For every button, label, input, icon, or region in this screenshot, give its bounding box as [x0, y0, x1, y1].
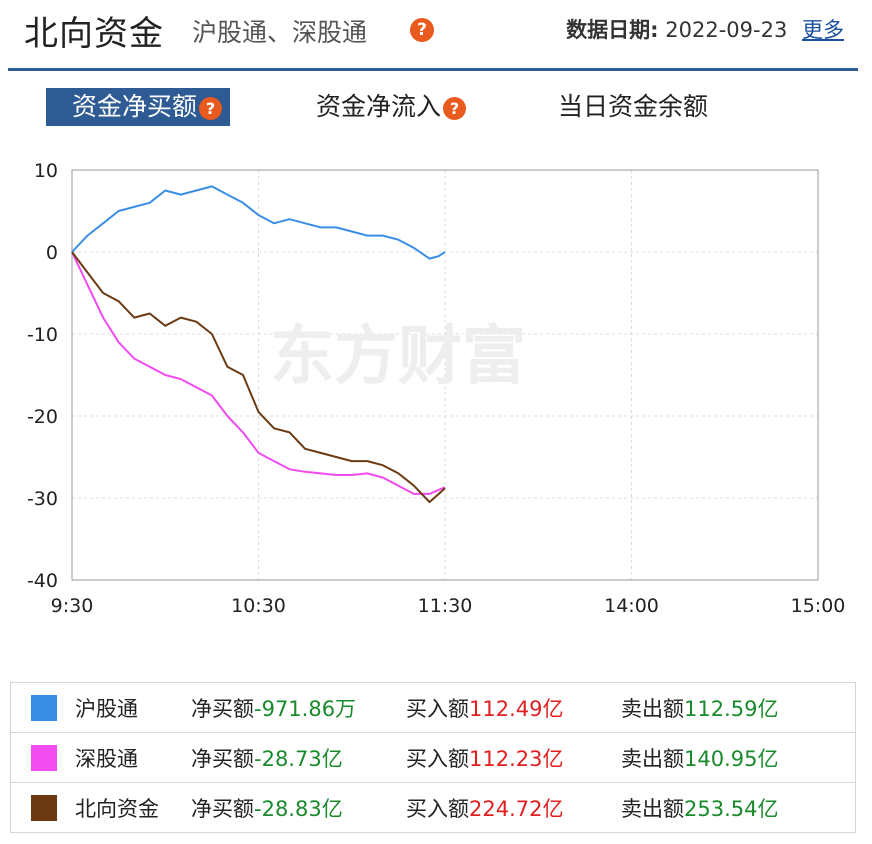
series-line — [71, 251, 446, 495]
legend-row: 沪股通 净买额-971.86万 买入额112.49亿 卖出额112.59亿 — [11, 683, 856, 733]
legend-swatch — [31, 794, 57, 821]
net-buy-chart: 东方财富 100-10-20-30-409:30 10:30 11:30 14:00 1… — [27, 160, 845, 617]
page-title: 北向资金 — [24, 14, 164, 54]
tab-net-buy[interactable]: 资金净买额? — [46, 88, 231, 126]
buy-label: 买入额 — [406, 746, 469, 771]
net-buy-label: 净买额 — [191, 796, 254, 821]
buy-label: 买入额 — [406, 796, 469, 821]
chart-series — [71, 185, 446, 504]
x-tick-label: 10:30 — [231, 595, 286, 617]
header-divider — [8, 68, 858, 71]
tab-bar: 资金净买额? 资金净流入? 当日资金余额 — [0, 88, 872, 128]
buy-label: 买入额 — [406, 696, 469, 721]
legend-table: 沪股通 净买额-971.86万 买入额112.49亿 卖出额112.59亿 深股通 净买额… — [10, 682, 856, 833]
question-icon[interactable]: ? — [443, 96, 467, 120]
legend-series-name: 北向资金 — [75, 796, 159, 821]
legend-sell: 卖出额112.59亿 — [621, 683, 856, 733]
page-subtitle: 沪股通、深股通 — [192, 18, 368, 47]
tab-net-inflow[interactable]: 资金净流入? — [316, 88, 467, 126]
net-buy-value: -971.86万 — [254, 696, 357, 721]
question-icon[interactable]: ? — [410, 18, 434, 42]
question-icon[interactable]: ? — [199, 96, 223, 120]
sell-value: 140.95亿 — [684, 746, 779, 771]
sell-value: 253.54亿 — [684, 796, 779, 821]
net-buy-value: -28.83亿 — [254, 796, 343, 821]
more-link[interactable]: 更多 — [802, 18, 844, 42]
net-buy-value: -28.73亿 — [254, 746, 343, 771]
date-value: 2022-09-23 — [665, 18, 788, 42]
legend-swatch — [31, 744, 57, 771]
legend-row: 北向资金 净买额-28.83亿 买入额224.72亿 卖出额253.54亿 — [10, 782, 856, 833]
legend-series-name: 沪股通 — [75, 696, 138, 721]
sell-value: 112.59亿 — [684, 696, 779, 721]
sell-label: 卖出额 — [621, 696, 684, 721]
y-tick-label: -40 — [27, 570, 58, 592]
legend-buy: 买入额112.23亿 — [406, 732, 621, 783]
legend-series: 北向资金 — [10, 782, 191, 833]
legend-sell: 卖出额140.95亿 — [621, 732, 856, 783]
sell-label: 卖出额 — [621, 746, 684, 771]
data-date: 数据日期: 2022-09-23 更多 — [566, 14, 844, 44]
legend-series: 深股通 — [10, 732, 191, 783]
legend-series: 沪股通 — [11, 683, 192, 733]
legend-sell: 卖出额253.54亿 — [621, 782, 856, 833]
net-buy-label: 净买额 — [191, 696, 254, 721]
buy-value: 112.49亿 — [469, 696, 564, 721]
watermark: 东方财富 — [270, 320, 526, 394]
buy-value: 224.72亿 — [469, 796, 564, 821]
buy-value: 112.23亿 — [469, 746, 564, 771]
legend-buy: 买入额112.49亿 — [406, 683, 621, 733]
chart-axes: 10 0 -10 -20 -30 -40 9:30 10:30 11:30 14:00 15:00 — [27, 160, 845, 617]
net-buy-label: 净买额 — [191, 746, 254, 771]
y-tick-label: -10 — [27, 324, 58, 346]
series-line — [71, 185, 446, 260]
y-tick-label: -30 — [27, 488, 58, 510]
y-tick-label: -20 — [27, 406, 58, 428]
legend-swatch — [31, 694, 57, 721]
series-line — [71, 251, 446, 504]
x-tick-label: 11:30 — [418, 595, 473, 617]
tab-daily-balance[interactable]: 当日资金余额 — [558, 88, 708, 126]
plot-frame — [71, 169, 819, 581]
legend-row: 深股通 净买额-28.73亿 买入额112.23亿 卖出额140.95亿 — [10, 732, 856, 783]
legend-buy: 买入额224.72亿 — [406, 782, 621, 833]
date-label: 数据日期: — [566, 18, 659, 42]
y-tick-label: 10 — [34, 160, 58, 182]
sell-label: 卖出额 — [621, 796, 684, 821]
y-tick-label: 0 — [46, 242, 58, 264]
tab-net-buy-label: 资金净买额 — [72, 92, 198, 121]
legend-series-name: 深股通 — [75, 746, 138, 771]
x-tick-label: 9:30 — [51, 595, 94, 617]
tab-daily-balance-label: 当日资金余额 — [558, 92, 709, 121]
tab-net-inflow-label: 资金净流入 — [316, 92, 442, 121]
legend-net: 净买额-28.73亿 — [191, 732, 406, 783]
x-tick-label: 14:00 — [604, 595, 659, 617]
page-header: 北向资金 沪股通、深股通 ? 数据日期: 2022-09-23 更多 — [0, 0, 872, 72]
legend-net: 净买额-28.83亿 — [191, 782, 406, 833]
x-tick-label: 15:00 — [791, 595, 846, 617]
legend-net: 净买额-971.86万 — [191, 683, 406, 733]
